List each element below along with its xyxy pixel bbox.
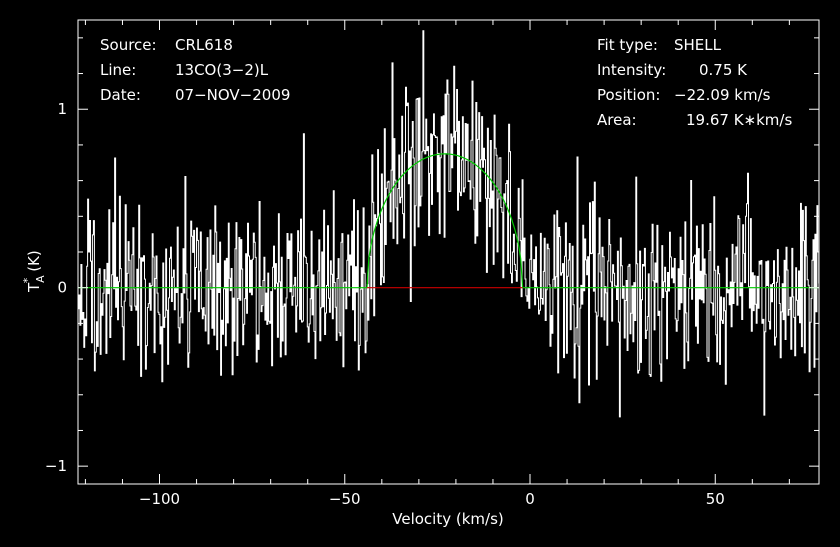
y-axis-title-sup: * <box>21 277 34 283</box>
info-right: Fit type: SHELL Intensity: 0.75 K Positi… <box>597 36 792 129</box>
fit-curve <box>78 153 819 289</box>
axes-layer <box>77 19 820 485</box>
y-axis-title-sub: A <box>34 275 47 283</box>
data-layer <box>78 30 820 418</box>
x-axis-title: Velocity (km/s) <box>392 510 503 528</box>
y-axis-title: TA* (K) <box>21 250 47 293</box>
info-left-value-2: 07−NOV−2009 <box>175 86 290 104</box>
x-tick-label: −100 <box>139 490 180 508</box>
info-right-value-0: SHELL <box>674 36 722 54</box>
spectrum-trace <box>78 30 820 418</box>
svg-text:TA*(K): TA* (K) <box>21 250 47 293</box>
info-left-value-0: CRL618 <box>175 36 233 54</box>
tick-labels: −100 −50 0 50 −1 0 1 <box>45 100 725 508</box>
info-right-value-1: 0.75 K <box>699 61 748 79</box>
x-tick-label: 0 <box>525 490 535 508</box>
info-right-value-3: 19.67 K∗km/s <box>686 111 792 129</box>
info-left-key-1: Line: <box>100 61 136 79</box>
y-axis-title-unit: (K) <box>25 250 43 272</box>
info-left-key-2: Date: <box>100 86 141 104</box>
info-right-key-1: Intensity: <box>597 61 666 79</box>
y-tick-label: 0 <box>57 279 67 297</box>
y-tick-label: −1 <box>45 457 67 475</box>
info-left-value-1: 13CO(3−2)L <box>175 61 269 79</box>
x-tick-label: 50 <box>706 490 725 508</box>
y-tick-label: 1 <box>57 100 67 118</box>
info-right-key-3: Area: <box>597 111 637 129</box>
info-left-key-0: Source: <box>100 36 157 54</box>
info-right-key-2: Position: <box>597 86 660 104</box>
x-tick-label: −50 <box>329 490 361 508</box>
info-left: Source: CRL618 Line: 13CO(3−2)L Date: 07… <box>100 36 290 104</box>
info-right-key-0: Fit type: <box>597 36 658 54</box>
info-right-value-2: −22.09 km/s <box>674 86 771 104</box>
y-axis-title-main: T <box>25 282 43 293</box>
